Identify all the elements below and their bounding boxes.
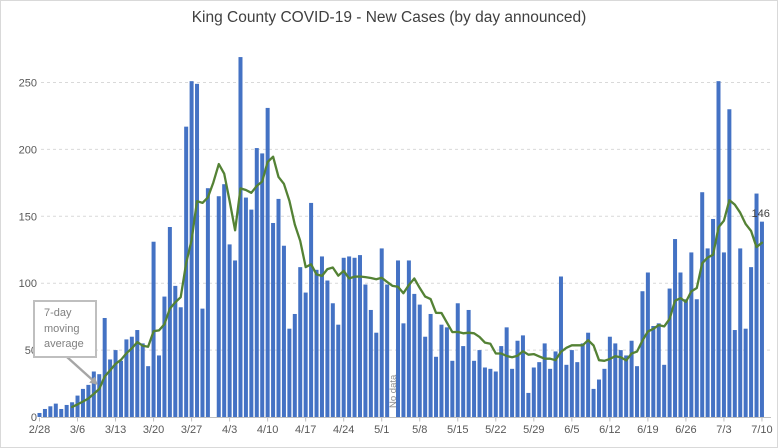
last-value-label: 146 (752, 208, 770, 220)
svg-text:4/24: 4/24 (333, 424, 354, 436)
svg-text:2/28: 2/28 (29, 424, 50, 436)
svg-text:4/10: 4/10 (257, 424, 278, 436)
svg-text:6/19: 6/19 (637, 424, 658, 436)
svg-text:150: 150 (19, 211, 37, 223)
svg-text:5/22: 5/22 (485, 424, 506, 436)
svg-text:4/17: 4/17 (295, 424, 316, 436)
svg-text:6/26: 6/26 (675, 424, 696, 436)
svg-text:3/13: 3/13 (105, 424, 126, 436)
svg-text:4/3: 4/3 (222, 424, 237, 436)
svg-text:5/15: 5/15 (447, 424, 468, 436)
seven-day-moving-average-line (70, 155, 764, 409)
svg-text:200: 200 (19, 144, 37, 156)
x-axis-labels: 2/28 3/6 3/13 3/20 3/27 4/3 4/10 4/17 4/24 5/1 5/8… (29, 417, 773, 436)
svg-text:100: 100 (19, 278, 37, 290)
svg-text:3/20: 3/20 (143, 424, 164, 436)
svg-text:5/8: 5/8 (412, 424, 427, 436)
svg-text:5/29: 5/29 (523, 424, 544, 436)
svg-text:7/3: 7/3 (716, 424, 731, 436)
no-data-label: No data (388, 374, 399, 408)
gridlines (41, 82, 771, 351)
svg-text:6/5: 6/5 (564, 424, 579, 436)
svg-text:6/12: 6/12 (599, 424, 620, 436)
annotation-arrow-icon (66, 356, 98, 385)
svg-text:250: 250 (19, 78, 37, 90)
svg-text:7/10: 7/10 (751, 424, 772, 436)
moving-average-annotation: 7-day moving average (33, 300, 97, 358)
bars-daily-new-cases (37, 57, 764, 418)
chart-title: King County COVID-19 - New Cases (by day… (191, 9, 587, 26)
svg-text:0: 0 (31, 412, 37, 424)
svg-text:3/6: 3/6 (70, 424, 85, 436)
svg-text:3/27: 3/27 (181, 424, 202, 436)
svg-text:5/1: 5/1 (374, 424, 389, 436)
